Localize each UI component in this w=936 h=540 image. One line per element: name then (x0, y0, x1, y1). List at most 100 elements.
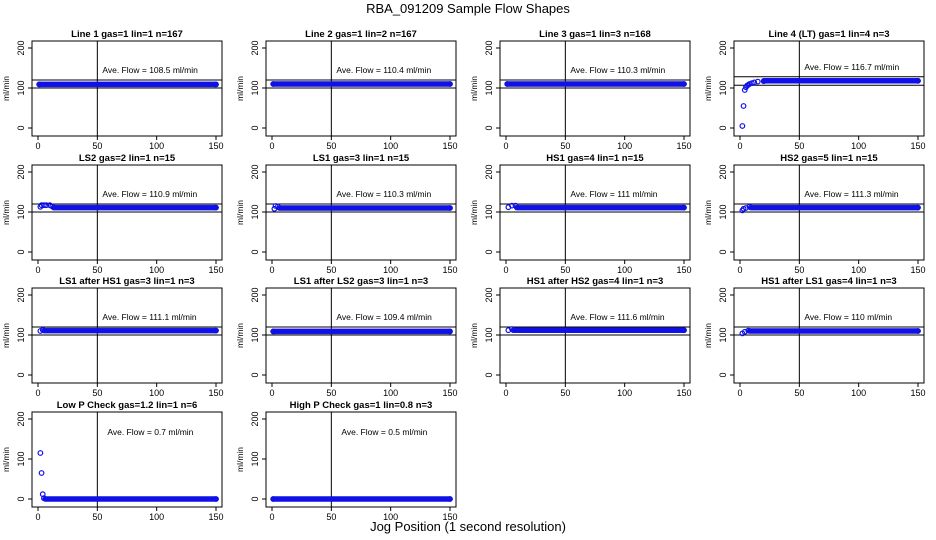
y-tick-label: 100 (16, 327, 26, 342)
panel-title: Line 4 (LT) gas=1 lin=4 n=3 (769, 29, 890, 40)
y-tick-label: 100 (484, 80, 494, 95)
y-tick-label: 0 (250, 372, 260, 377)
series-band (746, 328, 921, 334)
x-tick-label: 150 (442, 512, 457, 522)
data-point (213, 81, 219, 88)
y-tick-label: 200 (16, 411, 26, 426)
panel-13: Low P Check gas=1.2 lin=1 n=6 ml/min 0 100 2… (1, 400, 224, 522)
x-tick-label: 150 (208, 265, 223, 275)
data-point (915, 77, 921, 84)
y-tick-label: 100 (484, 327, 494, 342)
y-axis-label: ml/min (469, 200, 479, 225)
series-band (270, 81, 453, 87)
y-tick-label: 0 (484, 125, 494, 130)
y-tick-label: 200 (484, 287, 494, 302)
y-tick-label: 0 (718, 372, 728, 377)
y-axis-label: ml/min (235, 76, 245, 101)
average-flow-annotation: Ave. Flow = 116.7 ml/min (804, 62, 899, 72)
x-tick-label: 0 (35, 388, 40, 398)
average-flow-annotation: Ave. Flow = 109.4 ml/min (336, 312, 432, 322)
figure-title: RBA_091209 Sample Flow Shapes (366, 1, 570, 16)
annotation-value: 110.4 (383, 65, 406, 75)
data-point (740, 103, 747, 109)
panel-title: Low P Check gas=1.2 lin=1 n=6 (57, 400, 198, 411)
annotation-label: Ave. Flow = (102, 189, 149, 199)
y-tick-label: 0 (250, 496, 260, 501)
x-tick-label: 0 (35, 265, 40, 275)
panel-4: Line 4 (LT) gas=1 lin=4 n=3 ml/min 0 100 200… (703, 29, 926, 151)
x-tick-label: 150 (676, 265, 691, 275)
average-flow-annotation: Ave. Flow = 110.3 ml/min (336, 189, 431, 199)
y-axis-label: ml/min (1, 323, 11, 348)
panel-title: LS1 after HS1 gas=3 lin=1 n=3 (59, 276, 194, 287)
y-axis-label: ml/min (469, 323, 479, 348)
x-tick-label: 50 (326, 141, 336, 151)
panel-9: LS1 after HS1 gas=3 lin=1 n=3 ml/min 0 100 2… (1, 276, 224, 398)
annotation-value: 111 (617, 189, 632, 199)
annotation-label: Ave. Flow = (570, 65, 617, 75)
data-point (509, 202, 515, 209)
x-tick-label: 150 (676, 141, 691, 151)
x-tick-label: 100 (383, 141, 398, 151)
x-tick-label: 100 (617, 265, 632, 275)
data-point (38, 470, 45, 476)
y-tick-label: 0 (484, 372, 494, 377)
panel-8: HS2 gas=5 lin=1 n=15 ml/min 0 100 200 0 50 100 1… (703, 153, 926, 275)
data-point (213, 496, 219, 502)
annotation-value: 0.5 (388, 427, 402, 437)
annotation-value: 110 (851, 312, 867, 322)
y-tick-label: 200 (250, 411, 260, 426)
average-flow-annotation: Ave. Flow = 111.6 ml/min (570, 312, 665, 322)
x-tick-label: 50 (326, 388, 336, 398)
y-tick-label: 200 (250, 40, 260, 55)
y-axis-label: ml/min (1, 200, 11, 225)
x-tick-label: 150 (442, 265, 457, 275)
data-point (746, 203, 753, 210)
y-tick-label: 200 (16, 287, 26, 302)
panel-3: Line 3 gas=1 lin=3 n=168 ml/min 0 100 200 0 50… (469, 29, 692, 151)
data-point (447, 328, 453, 335)
data-point (681, 204, 687, 211)
y-tick-label: 200 (16, 40, 26, 55)
y-tick-label: 0 (16, 496, 26, 501)
panel-title: LS2 gas=2 lin=1 n=15 (79, 153, 176, 164)
y-tick-label: 0 (250, 249, 260, 254)
annotation-label: Ave. Flow = (341, 427, 388, 437)
y-tick-label: 200 (718, 164, 728, 179)
x-tick-label: 100 (149, 265, 164, 275)
panel-11: HS1 after HS2 gas=4 lin=1 n=3 ml/min 0 100 2… (469, 276, 692, 398)
annotation-unit: ml/min (640, 65, 665, 75)
series-band (36, 81, 219, 88)
x-tick-label: 0 (737, 388, 742, 398)
average-flow-annotation: Ave. Flow = 0.7 ml/min (107, 427, 193, 437)
average-flow-annotation: Ave. Flow = 111.1 ml/min (102, 312, 197, 322)
annotation-label: Ave. Flow = (804, 312, 851, 322)
annotation-unit: ml/min (406, 189, 431, 199)
x-tick-label: 150 (208, 512, 223, 522)
panel-title: LS1 after LS2 gas=3 lin=1 n=3 (294, 276, 428, 287)
y-tick-label: 200 (250, 287, 260, 302)
y-axis-label: ml/min (235, 447, 245, 472)
annotation-unit: ml/min (632, 189, 657, 199)
annotation-unit: ml/min (172, 312, 197, 322)
x-tick-label: 50 (92, 512, 102, 522)
data-point (270, 496, 277, 502)
x-tick-label: 150 (208, 388, 223, 398)
y-tick-label: 0 (250, 125, 260, 130)
x-tick-label: 50 (92, 388, 102, 398)
panel-5: LS2 gas=2 lin=1 n=15 ml/min 0 100 200 0 50 100 1… (1, 153, 224, 275)
x-tick-label: 100 (383, 512, 398, 522)
annotation-label: Ave. Flow = (107, 427, 154, 437)
annotation-unit: ml/min (406, 65, 431, 75)
x-tick-label: 50 (92, 265, 102, 275)
x-tick-label: 100 (383, 388, 398, 398)
y-axis-label: ml/min (703, 323, 713, 348)
series-band (41, 327, 219, 334)
panel-title: HS1 after HS2 gas=4 lin=1 n=3 (527, 276, 664, 287)
average-flow-annotation: Ave. Flow = 110 ml/min (804, 312, 892, 322)
x-tick-label: 50 (794, 265, 804, 275)
y-axis-label: ml/min (235, 323, 245, 348)
annotation-unit: ml/min (168, 427, 193, 437)
y-axis-label: ml/min (1, 447, 11, 472)
data-point (447, 205, 453, 211)
